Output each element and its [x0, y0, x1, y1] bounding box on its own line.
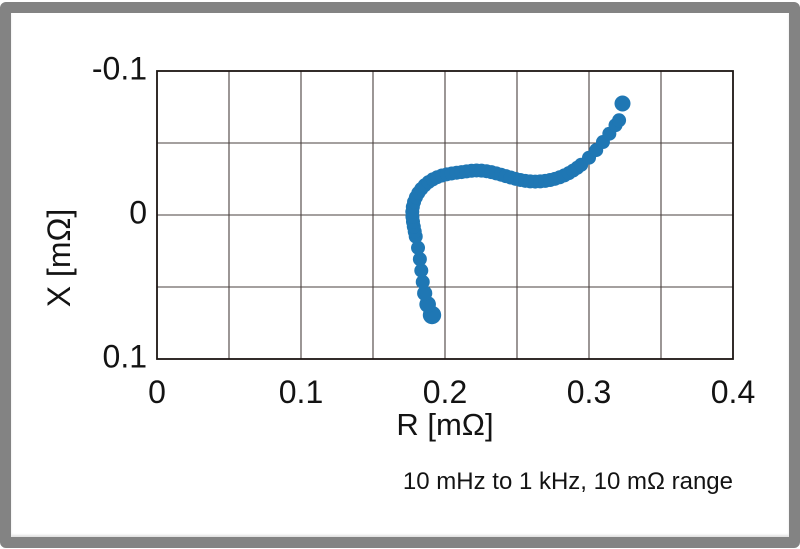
svg-text:0.4: 0.4	[711, 374, 755, 410]
svg-text:0.3: 0.3	[567, 374, 611, 410]
svg-text:0.1: 0.1	[279, 374, 323, 410]
svg-text:X [mΩ]: X [mΩ]	[41, 209, 77, 308]
svg-text:10 mHz to 1 kHz, 10 mΩ range: 10 mHz to 1 kHz, 10 mΩ range	[403, 468, 733, 495]
svg-text:0: 0	[148, 374, 166, 410]
svg-text:0.2: 0.2	[423, 374, 467, 410]
svg-text:0.1: 0.1	[103, 338, 147, 374]
svg-text:0: 0	[129, 194, 147, 230]
svg-text:-0.1: -0.1	[92, 50, 147, 86]
svg-text:R [mΩ]: R [mΩ]	[396, 407, 493, 442]
